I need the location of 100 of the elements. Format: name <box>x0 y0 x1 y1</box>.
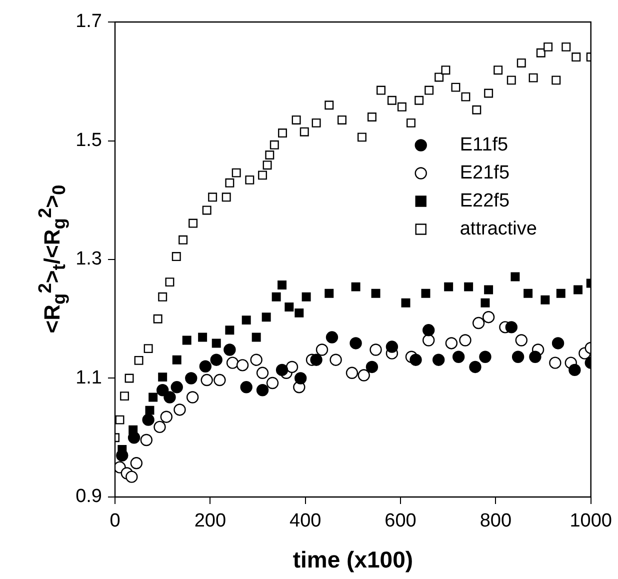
point <box>484 285 494 294</box>
point <box>434 72 444 82</box>
point <box>225 326 234 335</box>
x-tick-label: 600 <box>384 510 416 532</box>
point <box>120 392 130 401</box>
point <box>202 206 212 215</box>
point <box>250 354 262 366</box>
point <box>302 292 311 302</box>
point <box>140 434 153 446</box>
point <box>524 288 533 298</box>
point <box>185 372 198 384</box>
point <box>134 356 144 365</box>
point <box>256 366 269 380</box>
point <box>316 344 328 356</box>
point <box>472 105 482 114</box>
x-tick-label: 200 <box>194 510 226 532</box>
point <box>459 334 472 346</box>
point <box>528 73 538 82</box>
point <box>128 432 140 444</box>
point <box>371 288 380 298</box>
point <box>568 364 581 376</box>
point <box>510 272 520 282</box>
legend-label: E22f5 <box>460 190 510 212</box>
point <box>515 334 528 346</box>
point <box>278 280 287 290</box>
point <box>422 324 435 336</box>
y-tick-label: 1.5 <box>76 130 102 151</box>
point <box>294 308 304 318</box>
point <box>172 252 181 262</box>
point <box>358 369 370 382</box>
point <box>469 360 482 374</box>
point <box>324 288 334 298</box>
point <box>370 344 382 356</box>
point <box>494 66 503 75</box>
point <box>397 102 406 112</box>
point <box>572 52 581 62</box>
point <box>226 356 239 369</box>
x-tick-label: 1000 <box>570 510 612 532</box>
point <box>472 316 485 330</box>
point <box>186 391 199 404</box>
point <box>245 175 254 184</box>
point <box>286 360 298 374</box>
point <box>338 115 346 124</box>
point <box>265 150 274 160</box>
point <box>266 376 279 390</box>
point <box>232 168 241 178</box>
point <box>148 392 158 402</box>
point <box>188 218 198 228</box>
point <box>126 470 138 483</box>
point <box>479 350 492 363</box>
point <box>242 316 251 325</box>
point <box>270 140 279 150</box>
point <box>529 350 542 363</box>
point <box>300 127 309 136</box>
legend-label: E11f5 <box>460 134 508 156</box>
point <box>424 86 434 95</box>
point <box>312 118 321 128</box>
point <box>142 414 154 426</box>
point <box>505 321 518 334</box>
point <box>552 76 561 85</box>
y-tick-label: 1.3 <box>76 248 102 270</box>
point <box>164 391 176 404</box>
point <box>346 366 358 380</box>
point <box>421 288 430 298</box>
point <box>284 302 294 312</box>
point <box>574 285 583 294</box>
x-tick-label: 800 <box>480 510 512 532</box>
point <box>178 235 188 244</box>
point <box>224 344 236 356</box>
point <box>174 404 186 416</box>
point <box>236 359 249 372</box>
point <box>199 360 212 372</box>
point <box>376 86 386 95</box>
point <box>200 374 213 386</box>
point <box>256 384 269 396</box>
point <box>212 338 221 348</box>
point <box>208 192 218 202</box>
point <box>562 42 571 52</box>
x-tick-label: 400 <box>289 510 322 532</box>
point <box>276 364 288 376</box>
point <box>225 178 234 188</box>
point <box>165 278 174 287</box>
point <box>262 312 271 322</box>
legend-label: E21f5 <box>460 162 510 184</box>
point <box>124 374 134 383</box>
point <box>367 112 376 122</box>
point <box>210 354 222 366</box>
point <box>182 336 192 345</box>
x-tick-label: 0 <box>110 510 120 532</box>
point <box>482 310 495 324</box>
point <box>410 354 422 366</box>
y-tick-label: 1.7 <box>76 11 102 32</box>
point <box>158 372 168 382</box>
point <box>556 288 566 298</box>
point <box>401 298 410 308</box>
point <box>144 344 153 354</box>
point <box>158 292 168 302</box>
point <box>441 66 450 75</box>
point <box>387 96 396 105</box>
point <box>422 334 435 346</box>
